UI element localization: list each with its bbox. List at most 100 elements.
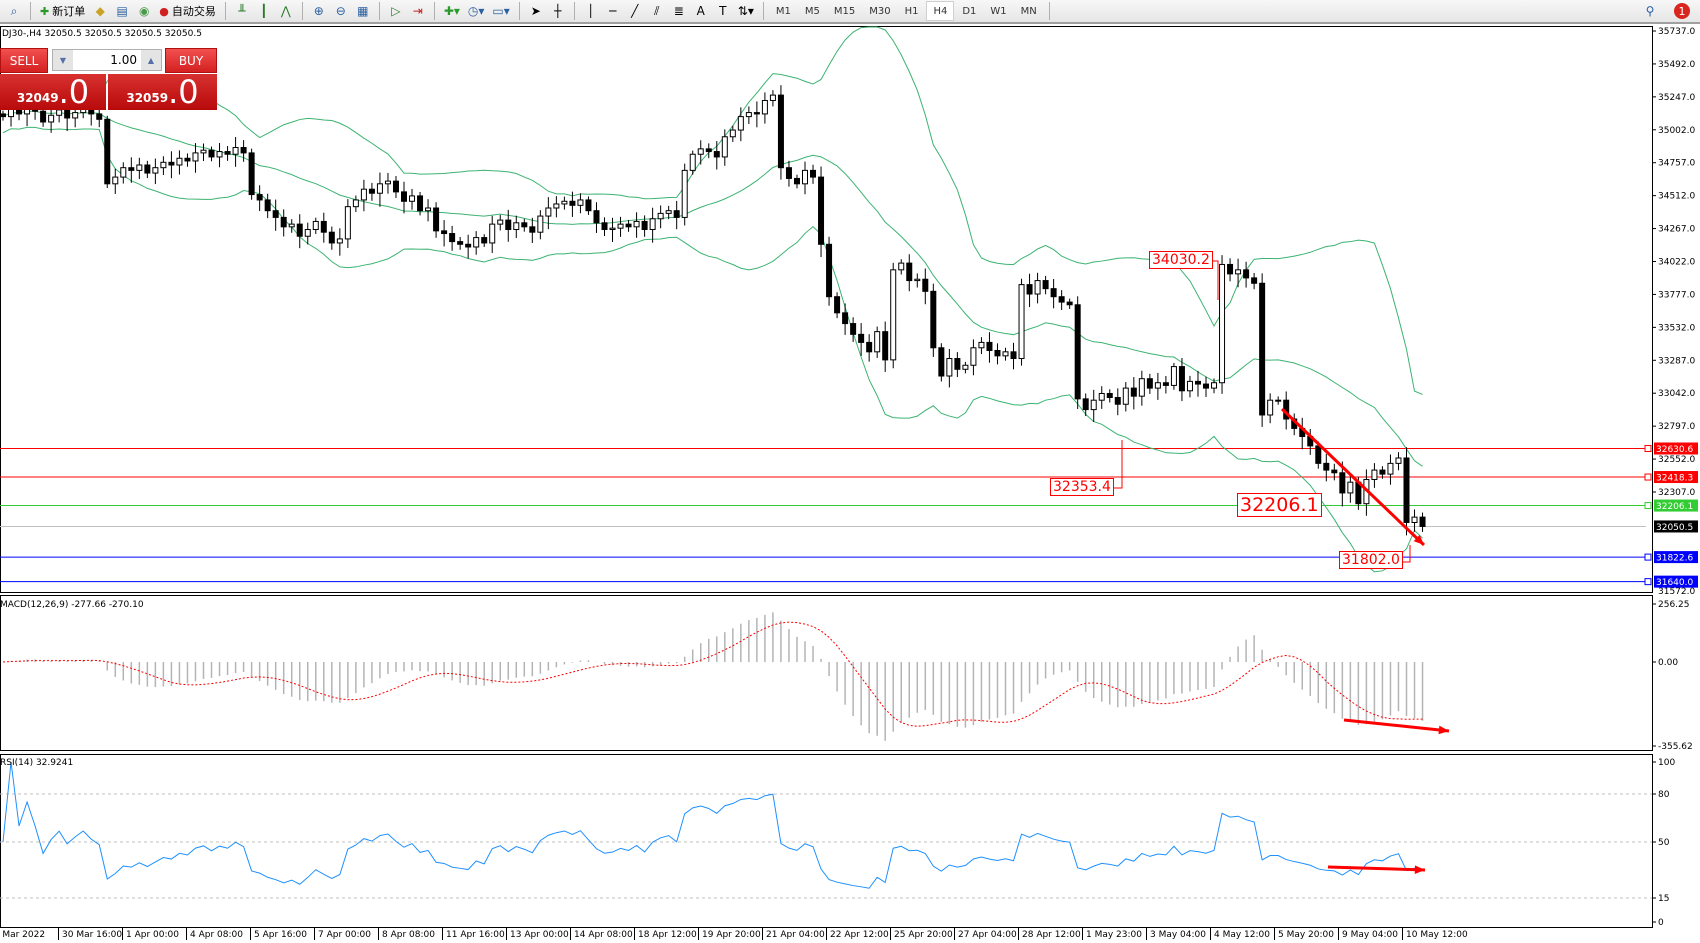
candle [1251,272,1258,290]
timeframe-m30[interactable]: M30 [869,5,891,17]
level-handle [1644,502,1652,510]
time-axis-label: 18 Apr 12:00 [634,928,697,940]
buy-price[interactable]: 32059.0 [108,74,217,110]
timeframe-m5[interactable]: M5 [804,5,820,17]
candle-body [1114,397,1121,405]
candle-body [1395,457,1402,464]
price-tick-label: 32307.0 [1658,488,1695,498]
candle-body [898,262,905,271]
time-axis-label: 9 May 04:00 [1338,928,1398,940]
candle-body [256,194,263,201]
candle-body [1315,445,1322,464]
notification-badge[interactable]: 1 [1674,3,1690,19]
candle-body [802,169,808,185]
candle [176,150,183,175]
candle [272,199,279,231]
search-icon[interactable]: ⚲ [1645,4,1655,18]
cursor-icon[interactable]: ➤ [530,4,541,18]
indicators-icon[interactable]: ✚▾ [443,4,460,18]
price-label-low-1[interactable]: 32353.4 [1050,478,1114,496]
timeframe-h4[interactable]: H4 [926,1,955,21]
tile-windows-icon[interactable]: ▦ [357,4,369,18]
sell-button[interactable]: SELL [0,48,48,73]
candle-body [208,149,215,158]
candle [392,176,399,199]
horizontal-line-icon[interactable]: ─ [609,4,617,18]
candle-body [737,116,744,131]
annotation-connector [1113,440,1123,489]
candle-body [176,157,183,166]
trendline-icon[interactable]: ╱ [631,4,639,18]
candle-body [1082,398,1089,411]
candle-body [513,222,520,231]
candle-body [834,296,841,314]
equidistant-channel-icon[interactable]: ⫽ [654,3,660,18]
lot-size-input[interactable]: 1.00 [110,53,137,67]
price-label-low-2[interactable]: 31802.0 [1339,551,1403,569]
candle [938,343,945,382]
timeframe-mn[interactable]: MN [1020,5,1037,17]
candle [521,218,528,232]
price-label-high[interactable]: 34030.2 [1149,251,1213,269]
price-label-pivot[interactable]: 32206.1 [1237,493,1322,517]
candle-body [248,152,255,196]
periods-icon[interactable]: ◷▾ [467,4,485,18]
trend-arrow-price [1280,407,1426,547]
bar-chart-icon[interactable]: ╨ [238,4,246,18]
time-axis-label: 22 Apr 12:00 [826,928,889,940]
candlestick-chart-icon[interactable]: ┃ [260,4,268,18]
timeframe-d1[interactable]: D1 [962,5,977,17]
lot-size-stepper[interactable]: ▼ 1.00 ▲ [52,49,162,71]
market-watch-icon[interactable]: ◆ [95,4,105,18]
candle [1178,357,1185,402]
candle [336,228,343,256]
decrease-lot-icon[interactable]: ▼ [53,50,73,70]
candle-body [481,237,488,244]
timeframe-w1[interactable]: W1 [990,5,1007,17]
timeframe-h1[interactable]: H1 [904,5,919,17]
candle [425,199,432,222]
arrows-icon[interactable]: ⇅▾ [737,4,754,18]
timeframe-m15[interactable]: M15 [833,5,856,17]
sell-price[interactable]: 32049.0 [0,74,106,110]
timeframe-m1[interactable]: M1 [775,5,791,17]
arrow-shaft [1343,718,1450,733]
buy-button[interactable]: BUY [165,48,217,73]
candle-body [537,215,544,233]
candle [761,92,768,124]
text-icon[interactable]: A [696,4,705,18]
candle [593,202,600,233]
candle [793,174,800,189]
signals-icon[interactable]: ◉ [138,4,150,18]
zoom-tool-icon[interactable]: ⌕ [10,3,18,18]
candle [850,317,857,342]
zoom-out-icon[interactable]: ⊖ [335,4,346,18]
candle-body [1122,387,1129,405]
templates-icon[interactable]: ▭▾ [492,4,510,18]
candle-body [882,331,889,361]
candle [1010,342,1017,370]
auto-scroll-icon[interactable]: ▷ [391,4,401,18]
candle [449,225,456,251]
fibonacci-icon[interactable]: ≣ [673,4,684,18]
candle [1090,389,1097,423]
candle-body [914,278,921,282]
increase-lot-icon[interactable]: ▲ [141,50,161,70]
candle [994,343,1001,365]
vertical-line-icon[interactable]: │ [587,4,595,18]
candle-body [497,219,504,225]
line-chart-icon[interactable]: ⋀ [280,4,291,18]
auto-trading-button[interactable]: ● 自动交易 [159,4,216,19]
text-label-icon[interactable]: T [719,4,727,18]
candle-body [457,241,464,245]
candle [184,153,191,167]
navigator-icon[interactable]: ▤ [116,4,128,18]
crosshair-icon[interactable]: ┼ [554,4,562,18]
zoom-in-icon[interactable]: ⊕ [313,4,324,18]
candle [1419,512,1426,532]
chart-shift-icon[interactable]: ⇥ [412,4,423,18]
candle [914,273,921,288]
new-order-button[interactable]: ✚ 新订单 [40,4,86,19]
candle [1395,452,1402,471]
